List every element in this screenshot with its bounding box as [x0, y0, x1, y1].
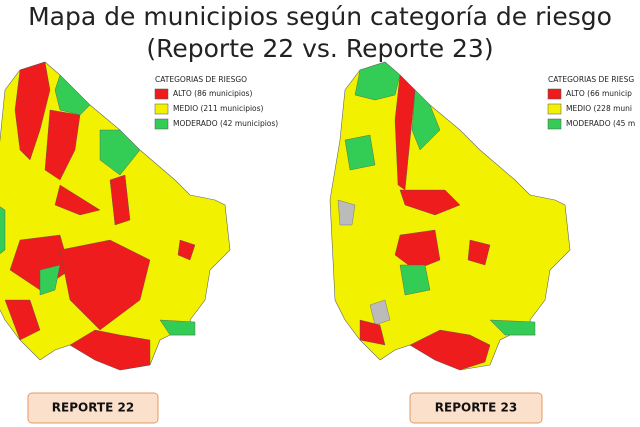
legend-label: MEDIO (211 municipios) [173, 104, 264, 113]
legend-label: ALTO (86 municipios) [173, 89, 252, 98]
legend-swatch [547, 118, 562, 130]
title-line: (Reporte 22 vs. Reporte 23) [146, 34, 493, 63]
report-label-box [27, 392, 159, 424]
legend-swatch [154, 118, 169, 130]
legend-label: MODERADO (42 municipios) [173, 119, 278, 128]
report-label: REPORTE 22 [52, 401, 134, 415]
legend-label: ALTO (66 municip [566, 89, 632, 98]
legend-swatch [154, 88, 169, 100]
legend-label: MEDIO (228 muni [566, 104, 632, 113]
map-reporte-22 [0, 61, 231, 371]
legend-title: CATEGORIAS DE RIESGO [155, 75, 247, 84]
legend: CATEGORIAS DE RIESGO CATEGORIAS DE RIESG [155, 75, 634, 84]
legend-title: CATEGORIAS DE RIESG [548, 75, 634, 84]
legend-label: MODERADO (45 m [566, 119, 635, 128]
report-label: REPORTE 23 [435, 401, 517, 415]
title-line: Mapa de municipios según categoría de ri… [28, 2, 612, 31]
report-label-box [409, 392, 543, 424]
legend-swatch [547, 103, 562, 115]
map-reporte-23 [329, 61, 571, 371]
legend-swatch [547, 88, 562, 100]
legend-swatch [154, 103, 169, 115]
